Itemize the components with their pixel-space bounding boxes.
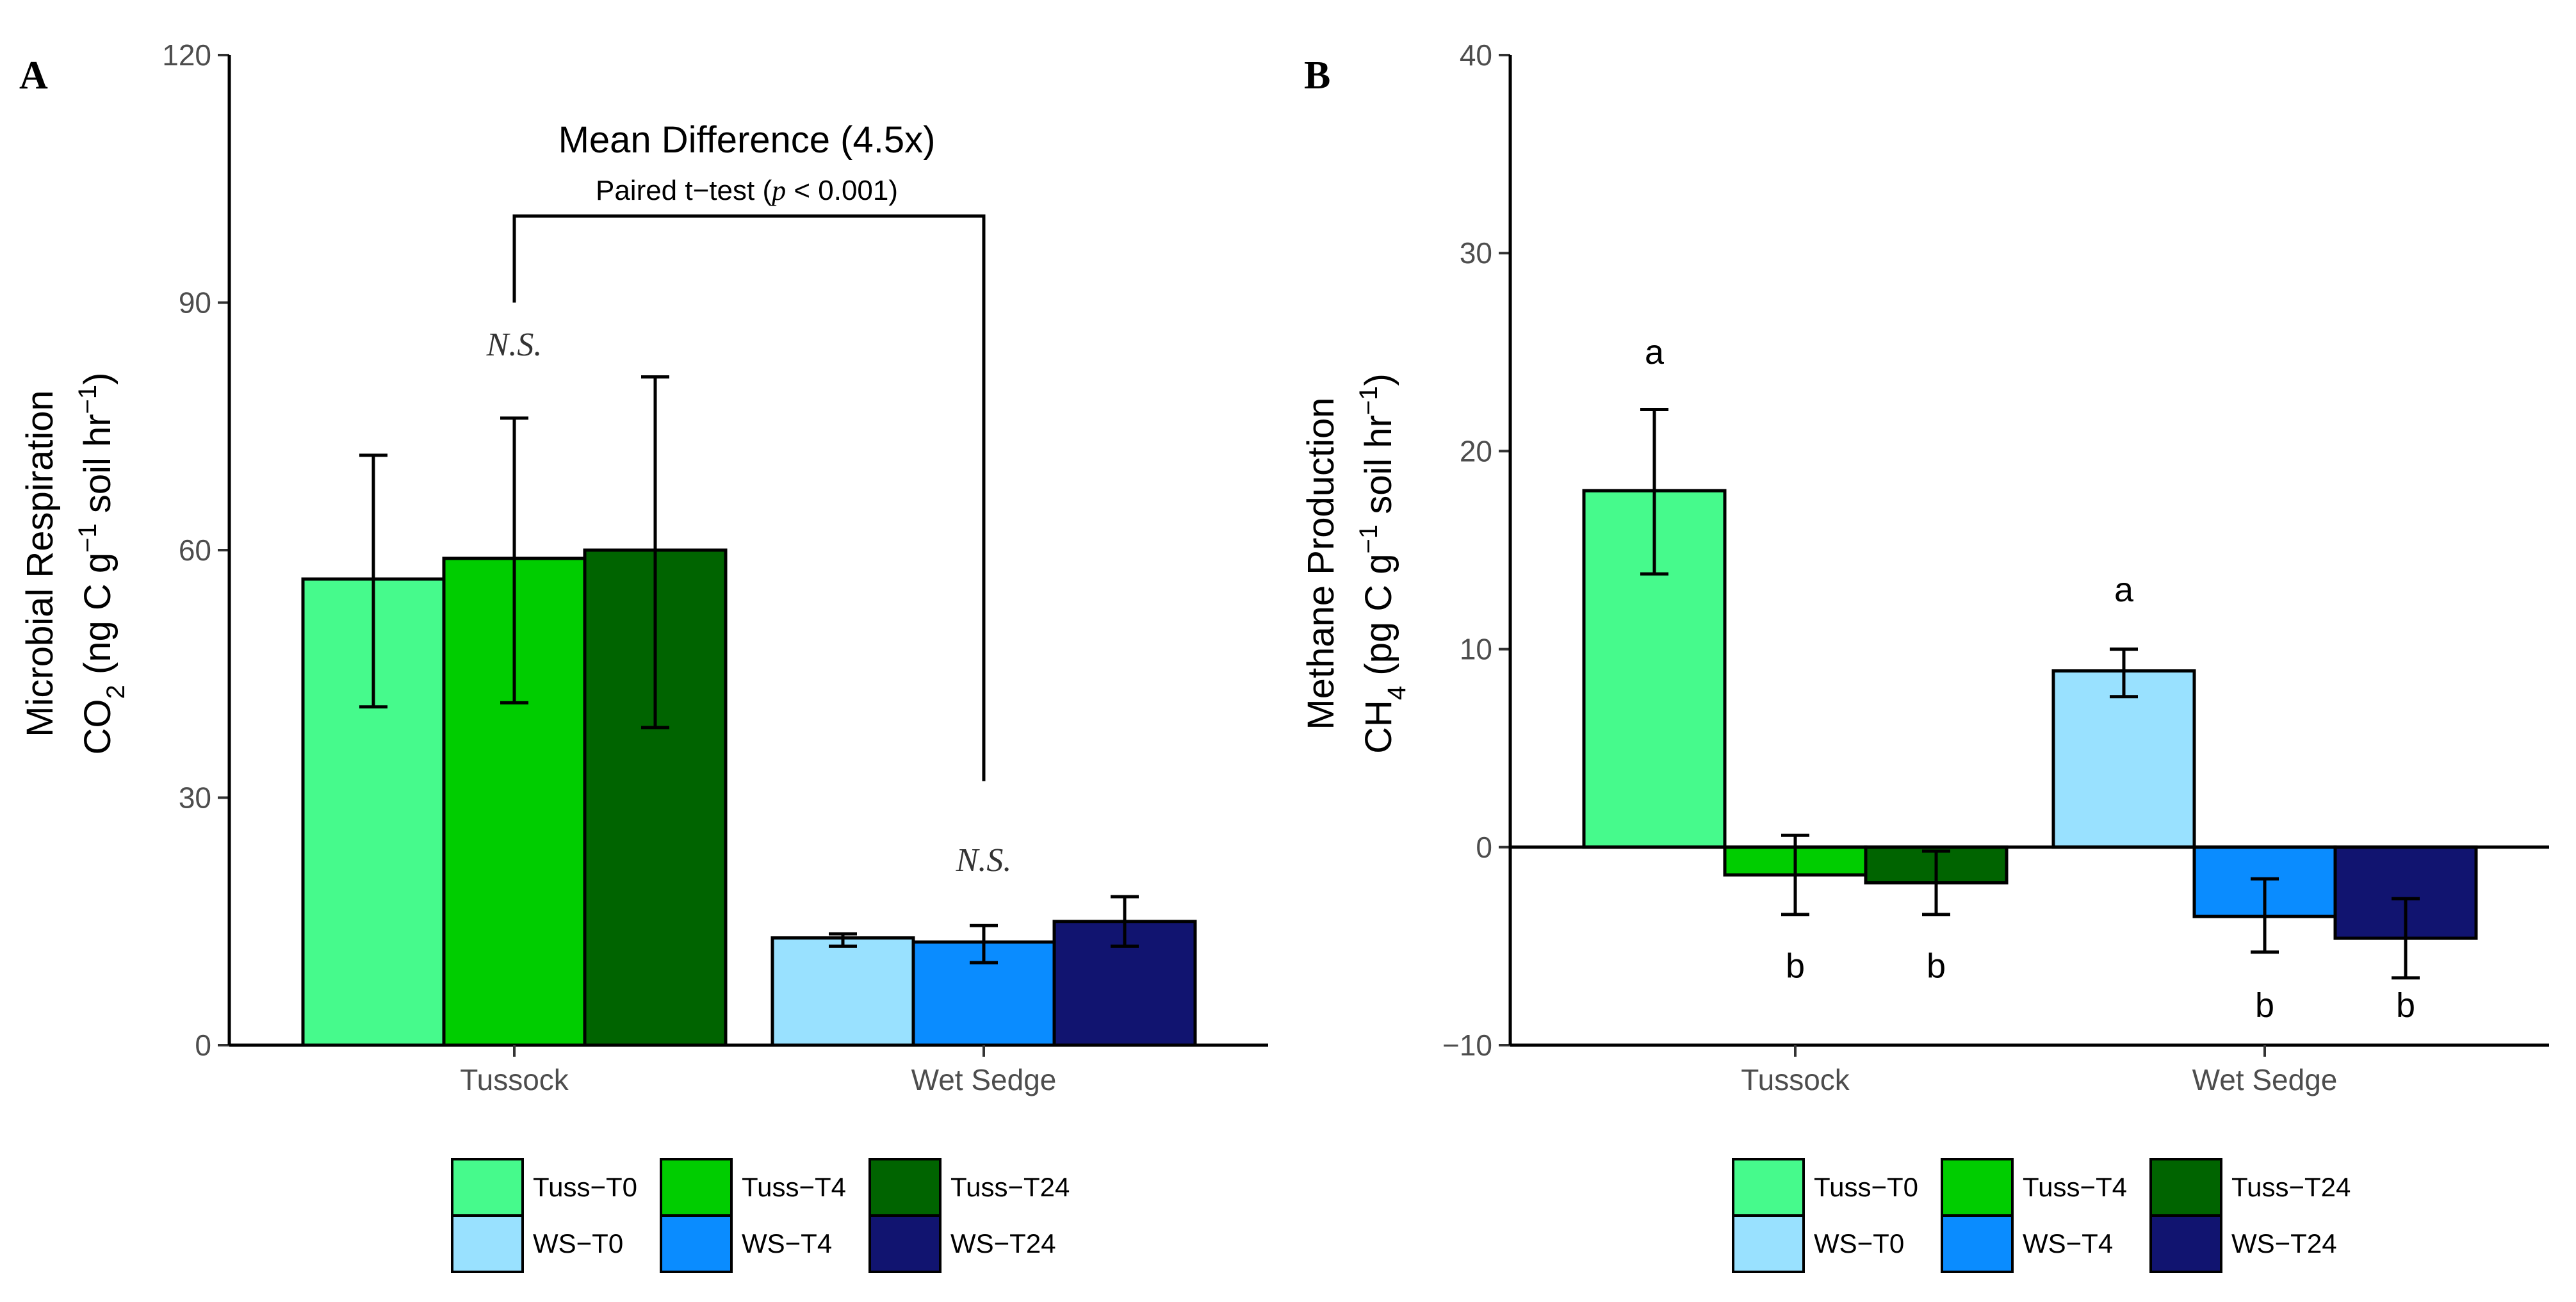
group-letter-ws-t0: a bbox=[2114, 571, 2134, 609]
panel-a-legend: Tuss−T0 Tuss−T4 Tuss−T24 WS−T0 WS−T4 WS−T24 bbox=[451, 1158, 1070, 1273]
y-tick-label: 20 bbox=[1460, 434, 1492, 468]
legend-swatch bbox=[2149, 1158, 2222, 1217]
ns-label-tussock: N.S. bbox=[486, 327, 542, 363]
legend-swatch bbox=[1941, 1214, 2014, 1273]
panel-b-y-title-line1: Methane Production bbox=[1300, 397, 1342, 729]
legend-swatch bbox=[1732, 1214, 1805, 1273]
legend-swatch bbox=[1732, 1158, 1805, 1217]
panel-b-y-ticks: −10 0 10 20 30 40 bbox=[1442, 38, 1510, 1062]
panel-a-x-label-tussock: Tussock bbox=[460, 1063, 569, 1096]
y-tick-label: 40 bbox=[1460, 38, 1492, 72]
legend-label: Tuss−T0 bbox=[1814, 1172, 1918, 1202]
legend-label: WS−T0 bbox=[533, 1228, 623, 1258]
panel-b-error-bars bbox=[1640, 407, 2420, 980]
panel-a-y-ticks: 0 30 60 90 120 bbox=[162, 38, 229, 1062]
legend-label: Tuss−T4 bbox=[742, 1172, 846, 1202]
legend-label: Tuss−T24 bbox=[950, 1172, 1070, 1202]
legend-swatch bbox=[660, 1158, 733, 1217]
panel-a-label: A bbox=[19, 54, 48, 97]
significance-bracket bbox=[512, 214, 986, 781]
y-tick-label: 90 bbox=[179, 286, 211, 320]
legend-label: WS−T0 bbox=[1814, 1228, 1904, 1258]
panel-b: B Methane Production CH4 (pg C g−1 soil … bbox=[1300, 38, 2549, 1096]
panel-b-group-letters: a b b a b b bbox=[1645, 333, 2415, 1025]
y-tick-label: 60 bbox=[179, 533, 211, 567]
panel-b-x-label-tussock: Tussock bbox=[1741, 1063, 1850, 1096]
panel-a-x-label-wet-sedge: Wet Sedge bbox=[911, 1063, 1057, 1096]
legend-swatch bbox=[868, 1214, 942, 1273]
panel-b-label: B bbox=[1304, 54, 1330, 97]
legend-label: Tuss−T0 bbox=[533, 1172, 637, 1202]
y-tick-label: 0 bbox=[195, 1029, 211, 1062]
group-letter-tuss-t24: b bbox=[1927, 947, 1946, 985]
legend-swatch bbox=[451, 1158, 524, 1217]
group-letter-tuss-t4: b bbox=[1786, 947, 1805, 985]
legend-label: WS−T24 bbox=[2231, 1228, 2337, 1258]
legend-swatch bbox=[660, 1214, 733, 1273]
legend-label: Tuss−T24 bbox=[2231, 1172, 2351, 1202]
panel-b-x-label-wet-sedge: Wet Sedge bbox=[2192, 1063, 2338, 1096]
panel-a: A Microbial Respiration CO2 (ng C g−1 so… bbox=[19, 38, 1268, 1096]
y-tick-label: 30 bbox=[1460, 236, 1492, 270]
y-tick-label: 0 bbox=[1476, 831, 1492, 864]
panel-a-error-bars bbox=[359, 375, 1139, 964]
group-letter-tuss-t0: a bbox=[1645, 333, 1665, 371]
legend-swatch bbox=[451, 1214, 524, 1273]
y-tick-label: 30 bbox=[179, 781, 211, 815]
legend-label: WS−T24 bbox=[950, 1228, 1056, 1258]
bar-ws-t0 bbox=[770, 936, 915, 1047]
legend-swatch bbox=[1941, 1158, 2014, 1217]
panel-a-y-title-line2: CO2 (ng C g−1 soil hr−1) bbox=[74, 373, 130, 755]
legend-label: WS−T4 bbox=[742, 1228, 832, 1258]
paired-t-test-label: Paired t−test (p < 0.001) bbox=[596, 175, 898, 206]
group-letter-ws-t24: b bbox=[2396, 986, 2415, 1025]
panel-a-y-title-line1: Microbial Respiration bbox=[19, 390, 61, 737]
mean-difference-title: Mean Difference (4.5x) bbox=[558, 119, 936, 161]
group-letter-ws-t4: b bbox=[2255, 986, 2274, 1025]
legend-swatch bbox=[868, 1158, 942, 1217]
y-tick-label: −10 bbox=[1442, 1029, 1492, 1062]
panel-b-y-title-line2: CH4 (pg C g−1 soil hr−1) bbox=[1355, 373, 1411, 754]
y-tick-label: 120 bbox=[162, 38, 211, 72]
legend-label: Tuss−T4 bbox=[2023, 1172, 2127, 1202]
y-tick-label: 10 bbox=[1460, 633, 1492, 666]
panel-b-legend: Tuss−T0 Tuss−T4 Tuss−T24 WS−T0 WS−T4 WS−T24 bbox=[1732, 1158, 2351, 1273]
legend-swatch bbox=[2149, 1214, 2222, 1273]
ns-label-wet-sedge: N.S. bbox=[956, 842, 1012, 879]
legend-label: WS−T4 bbox=[2023, 1228, 2113, 1258]
